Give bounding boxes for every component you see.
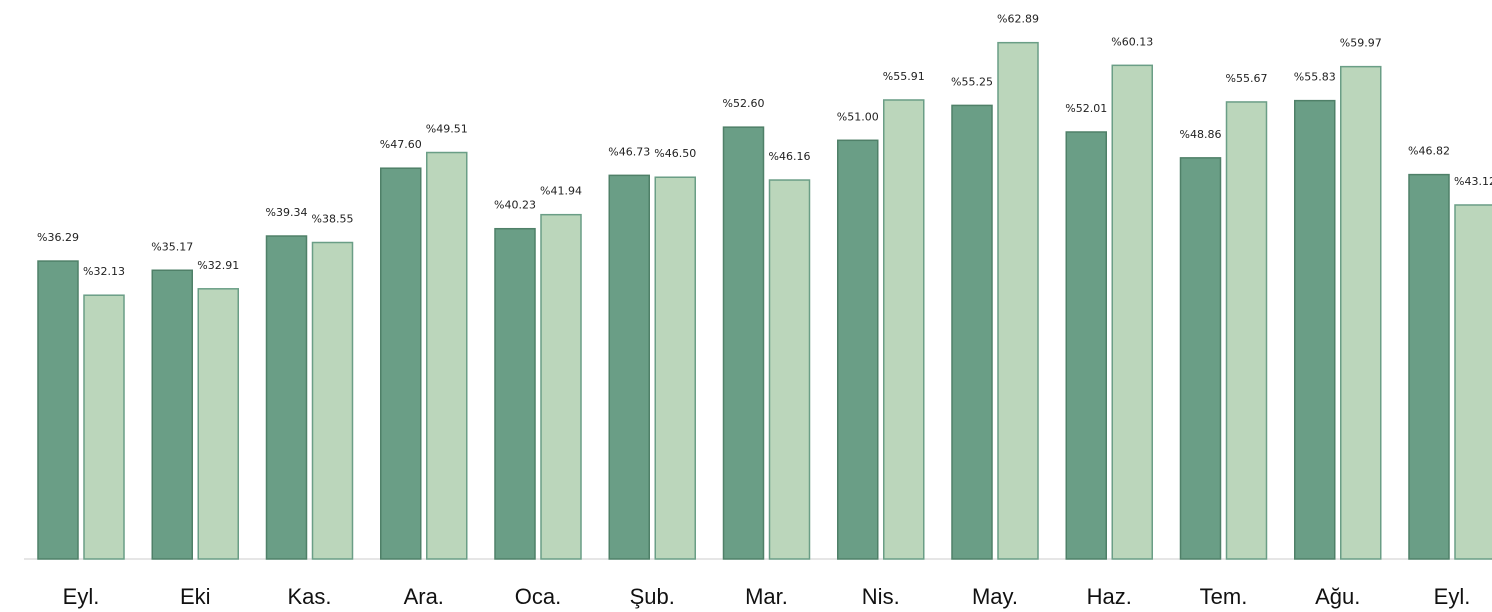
bar-series1-12: [1408, 173, 1450, 560]
category-label-7: Nis.: [862, 584, 900, 609]
category-label-8: May.: [972, 584, 1018, 609]
category-label-10: Tem.: [1200, 584, 1248, 609]
bar-series1-0: [37, 260, 79, 560]
value-labels-group: %36.29 %32.13 %35.17 %32.91 %39.34 %38.55 %47.…: [37, 13, 1492, 279]
bar-series2-10: [1225, 101, 1268, 560]
value-label-series2-1: %32.91: [197, 259, 239, 272]
bar-series1-11: [1294, 99, 1336, 560]
category-label-1: Eki: [180, 584, 211, 609]
value-label-series2-0: %32.13: [83, 265, 125, 278]
bar-series1-1: [151, 269, 193, 560]
bar-series1-9: [1065, 131, 1107, 560]
value-label-series1-2: %39.34: [266, 206, 308, 219]
value-label-series1-9: %52.01: [1065, 102, 1107, 115]
value-label-series2-8: %62.89: [997, 13, 1039, 26]
value-label-series1-0: %36.29: [37, 231, 79, 244]
value-label-series1-5: %46.73: [608, 145, 650, 158]
bar-series1-10: [1179, 157, 1222, 560]
bar-series2-12: [1454, 204, 1492, 560]
value-label-series1-6: %52.60: [723, 97, 765, 110]
bar-series1-2: [265, 235, 308, 560]
bar-series2-6: [768, 179, 811, 560]
category-label-6: Mar.: [745, 584, 788, 609]
category-label-5: Şub.: [630, 584, 675, 609]
bar-series1-7: [837, 139, 879, 560]
bar-series2-3: [426, 151, 468, 560]
value-label-series1-1: %35.17: [151, 240, 193, 253]
category-label-2: Kas.: [287, 584, 331, 609]
value-label-series2-10: %55.67: [1226, 72, 1268, 85]
value-label-series1-12: %46.82: [1408, 145, 1450, 158]
bar-series1-5: [608, 174, 650, 560]
bar-series1-6: [722, 126, 765, 560]
value-label-series1-3: %47.60: [380, 138, 422, 151]
value-label-series1-7: %51.00: [837, 110, 879, 123]
bar-series1-8: [951, 104, 993, 560]
value-label-series1-10: %48.86: [1180, 128, 1222, 141]
value-label-series2-6: %46.16: [769, 150, 811, 163]
category-label-3: Ara.: [404, 584, 444, 609]
value-label-series2-12: %43.12: [1454, 175, 1492, 188]
value-label-series2-2: %38.55: [312, 213, 354, 226]
bars-group: [37, 41, 1492, 560]
bar-series2-1: [197, 288, 239, 560]
value-label-series2-11: %59.97: [1340, 37, 1382, 50]
bar-series2-0: [83, 294, 125, 560]
value-label-series1-8: %55.25: [951, 75, 993, 88]
category-label-12: Eyl.: [1434, 584, 1471, 609]
bar-series2-4: [540, 213, 582, 560]
bar-series2-8: [997, 41, 1039, 560]
category-label-4: Oca.: [515, 584, 561, 609]
value-label-series2-5: %46.50: [654, 147, 696, 160]
category-label-0: Eyl.: [63, 584, 100, 609]
category-label-9: Haz.: [1087, 584, 1132, 609]
category-label-11: Ağu.: [1315, 584, 1360, 609]
bar-series2-11: [1340, 65, 1382, 560]
bar-series2-2: [311, 241, 354, 560]
value-label-series2-3: %49.51: [426, 123, 468, 136]
category-labels-group: Eyl. Eki Kas. Ara. Oca. Şub. Mar. Nis. May. Haz. T…: [63, 584, 1471, 609]
value-label-series2-4: %41.94: [540, 185, 582, 198]
bar-series1-3: [380, 167, 422, 560]
value-label-series1-11: %55.83: [1294, 71, 1336, 84]
value-label-series2-9: %60.13: [1111, 35, 1153, 48]
value-label-series1-4: %40.23: [494, 199, 536, 212]
bar-series1-4: [494, 227, 536, 560]
value-label-series2-7: %55.91: [883, 70, 925, 83]
bar-series2-9: [1111, 64, 1153, 560]
bar-series2-7: [883, 99, 925, 560]
bar-series2-5: [654, 176, 696, 560]
